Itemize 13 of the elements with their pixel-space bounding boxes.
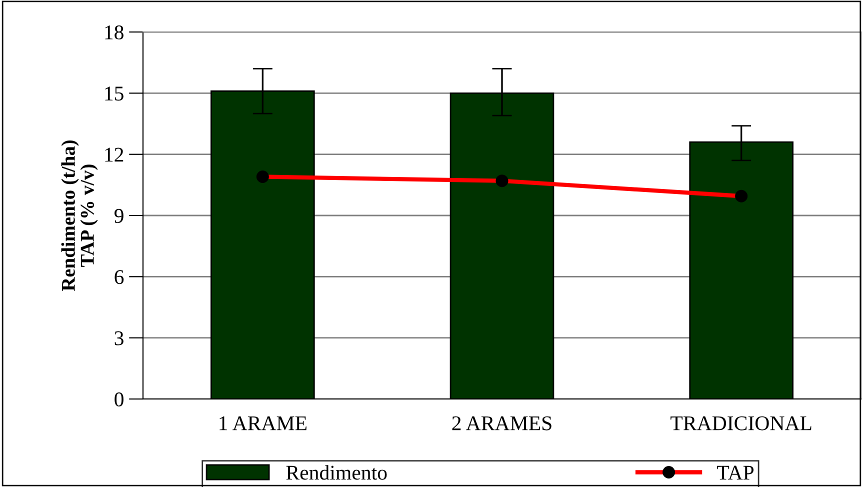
x-tick-label: 2 ARAMES	[452, 416, 552, 430]
y-tick-label: 18	[105, 25, 124, 40]
legend-label: Rendimento	[286, 465, 387, 480]
y-tick-label: 6	[114, 270, 124, 284]
x-tick-label: TRADICIONAL	[670, 416, 812, 430]
y-tick-label: 9	[114, 208, 124, 223]
y-tick-label: 15	[105, 86, 124, 101]
y-tick-label: 3	[114, 331, 124, 346]
y-axis-title: Rendimento (t/ha) TAP (% v/v)	[61, 140, 98, 292]
y-tick-label: 0	[114, 392, 124, 406]
x-tick-label: 1 ARAME	[220, 416, 306, 430]
y-tick-label: 12	[105, 148, 124, 162]
legend-label: TAP	[717, 466, 754, 480]
